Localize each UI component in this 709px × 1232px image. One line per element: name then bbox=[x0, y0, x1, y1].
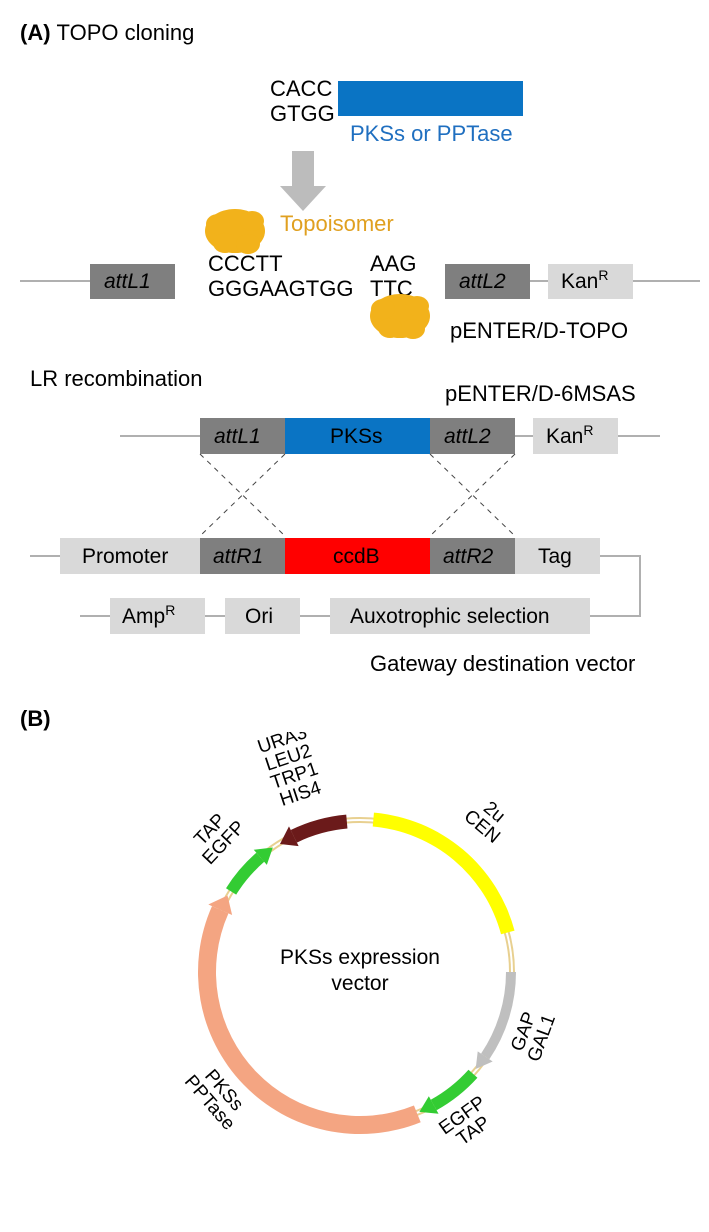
panel-b-svg: CEN2uGAPGAL1EGFPTAPPKSsPPTaseEGFPTAPHIS4… bbox=[20, 732, 700, 1212]
topoisomer-blob-left bbox=[205, 209, 265, 254]
seq-left-top: CCCTT bbox=[208, 251, 283, 276]
topoisomer-blob-right bbox=[370, 294, 430, 339]
panel-b: (B) CEN2uGAPGAL1EGFPTAPPKSsPPTaseEGFPTAP… bbox=[20, 706, 709, 1212]
entry-attl2-label: attL2 bbox=[444, 425, 491, 448]
panel-a: (A) TOPO cloning CACC GTGG PKSs or PPTas… bbox=[20, 20, 709, 696]
insert-block-label: PKSs or PPTase bbox=[350, 121, 513, 146]
entry-clone-name: pENTER/D-6MSAS bbox=[445, 381, 636, 406]
topoisomer-label: Topoisomer bbox=[280, 211, 394, 236]
insert-block bbox=[338, 81, 523, 116]
gateway-label: Gateway destination vector bbox=[370, 651, 635, 676]
insert-seq-bot: GTGG bbox=[270, 101, 335, 126]
entry-attl1-label: attL1 bbox=[214, 425, 261, 448]
down-arrow-icon bbox=[280, 151, 326, 211]
panel-a-svg: CACC GTGG PKSs or PPTase Topoisomer attL… bbox=[20, 56, 700, 696]
panel-b-label: (B) bbox=[20, 706, 51, 731]
segment-HIS_TRP_LEU_URA bbox=[291, 815, 348, 843]
ori-label: Ori bbox=[245, 605, 273, 628]
lr-title: LR recombination bbox=[30, 366, 202, 391]
attr1-label: attR1 bbox=[213, 545, 263, 568]
seq-right-top: AAG bbox=[370, 251, 416, 276]
attl1-label: attL1 bbox=[104, 270, 151, 293]
dest-connector-right bbox=[600, 556, 640, 616]
attl2-label: attL2 bbox=[459, 270, 506, 293]
promoter-label: Promoter bbox=[82, 545, 168, 568]
seq-left-bot: GGGAAGTGG bbox=[208, 276, 353, 301]
entry-pks-label: PKSs bbox=[330, 425, 383, 448]
segment-EGFP_TAP_left bbox=[226, 853, 264, 895]
tag-label: Tag bbox=[538, 545, 572, 568]
insert-seq-top: CACC bbox=[270, 76, 332, 101]
attr2-label: attR2 bbox=[443, 545, 494, 568]
plasmid-center-1: PKSs expression bbox=[280, 946, 440, 969]
plasmid-center-2: vector bbox=[331, 972, 388, 995]
ccdb-label: ccdB bbox=[333, 545, 380, 568]
auxo-label: Auxotrophic selection bbox=[350, 605, 550, 628]
topo-cloning-title: TOPO cloning bbox=[57, 20, 195, 46]
panel-a-label: (A) bbox=[20, 20, 51, 46]
vector-name: pENTER/D-TOPO bbox=[450, 318, 628, 343]
